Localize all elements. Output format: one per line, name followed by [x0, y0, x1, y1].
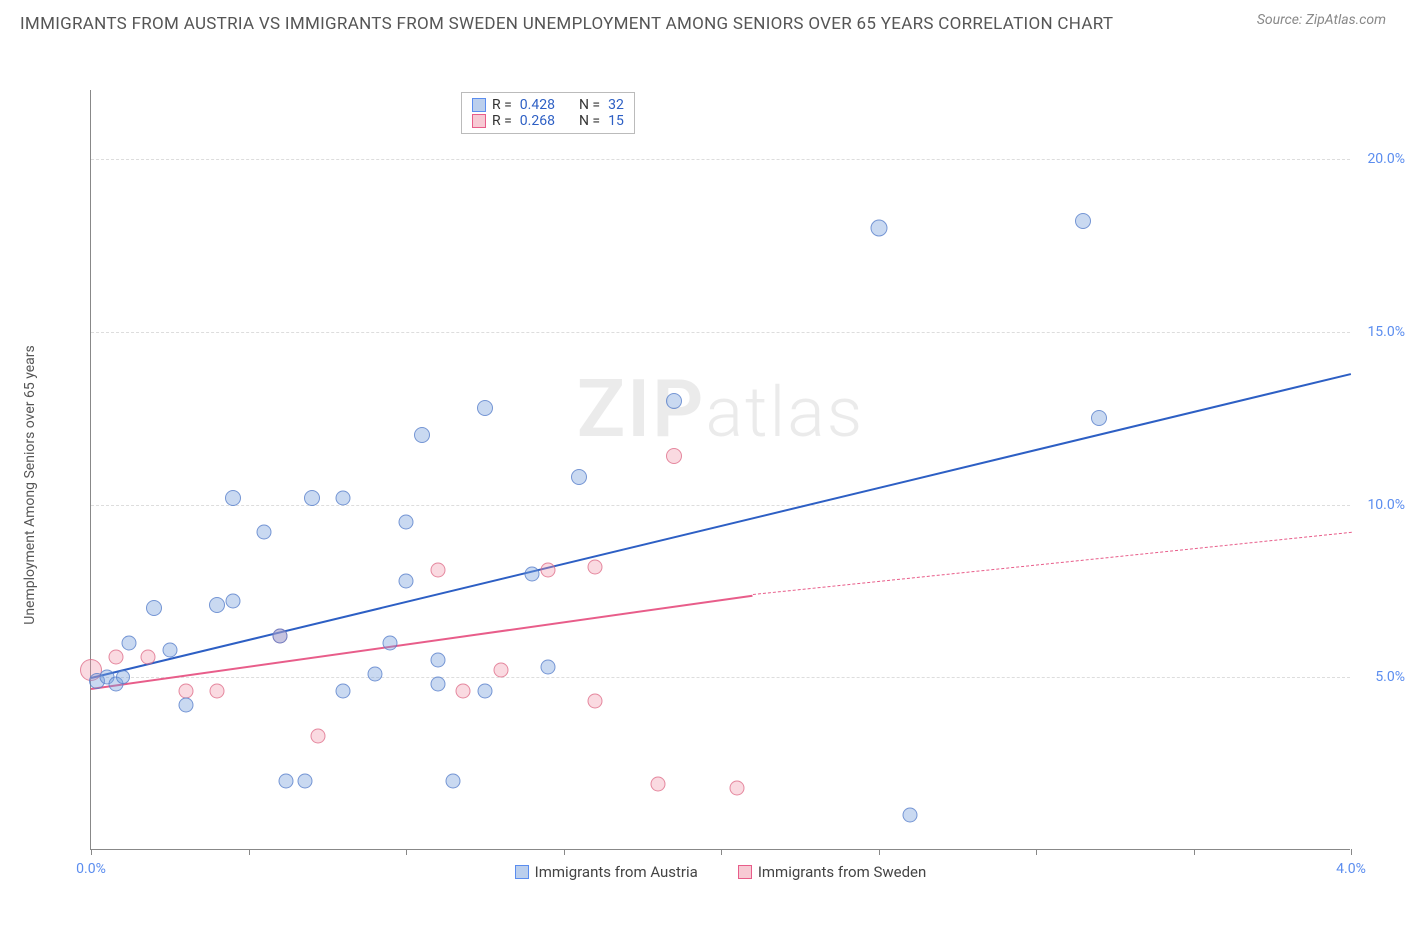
legend-swatch-blue — [515, 865, 529, 879]
scatter-point-blue — [383, 635, 398, 650]
r-label: R = — [492, 113, 512, 129]
scatter-point-blue — [540, 659, 555, 674]
legend-label: Immigrants from Austria — [535, 863, 698, 881]
scatter-point-pink — [540, 563, 555, 578]
scatter-point-pink — [430, 563, 445, 578]
source-attribution: Source: ZipAtlas.com — [1257, 12, 1386, 28]
scatter-point-blue — [162, 642, 177, 657]
gridline-h — [91, 159, 1350, 160]
scatter-point-blue — [298, 773, 313, 788]
y-tick-label: 20.0% — [1367, 151, 1405, 167]
stats-row-pink: R = 0.268 N = 15 — [472, 113, 624, 129]
scatter-point-blue — [477, 684, 492, 699]
y-axis-title: Unemployment Among Seniors over 65 years — [22, 345, 38, 625]
scatter-point-pink — [109, 649, 124, 664]
scatter-point-pink — [588, 559, 603, 574]
legend-label: Immigrants from Sweden — [758, 863, 926, 881]
scatter-point-blue — [446, 773, 461, 788]
scatter-point-blue — [870, 220, 887, 237]
chart-container: Unemployment Among Seniors over 65 years… — [60, 90, 1380, 880]
plot-area: ZIPatlas R =0.428N =32R =0.268N =15 Immi… — [90, 90, 1350, 850]
x-tick — [721, 849, 722, 855]
scatter-point-blue — [367, 666, 382, 681]
scatter-point-blue — [273, 628, 288, 643]
scatter-point-pink — [210, 684, 225, 699]
scatter-point-blue — [121, 635, 136, 650]
scatter-point-blue — [430, 677, 445, 692]
y-tick-label: 10.0% — [1367, 497, 1405, 513]
scatter-point-blue — [225, 490, 241, 506]
swatch-pink — [472, 114, 486, 128]
x-tick — [1194, 849, 1195, 855]
r-label: R = — [492, 97, 512, 113]
x-tick — [91, 849, 92, 855]
x-tick — [249, 849, 250, 855]
swatch-blue — [472, 98, 486, 112]
scatter-point-blue — [336, 684, 351, 699]
r-value: 0.428 — [520, 97, 555, 113]
scatter-point-blue — [414, 427, 430, 443]
scatter-point-blue — [178, 697, 193, 712]
n-label: N = — [579, 97, 600, 113]
n-label: N = — [579, 113, 600, 129]
scatter-point-blue — [430, 653, 445, 668]
scatter-point-blue — [399, 514, 414, 529]
scatter-point-pink — [651, 777, 666, 792]
scatter-point-blue — [336, 490, 351, 505]
gridline-h — [91, 332, 1350, 333]
scatter-point-blue — [903, 808, 918, 823]
x-tick — [406, 849, 407, 855]
scatter-point-blue — [666, 393, 682, 409]
stats-row-blue: R = 0.428 N = 32 — [472, 97, 624, 113]
scatter-point-pink — [666, 448, 682, 464]
scatter-point-pink — [729, 780, 744, 795]
scatter-point-blue — [225, 594, 240, 609]
scatter-point-blue — [304, 490, 320, 506]
chart-title: IMMIGRANTS FROM AUSTRIA VS IMMIGRANTS FR… — [20, 12, 1113, 38]
n-value: 32 — [608, 97, 624, 113]
legend-swatch-pink — [738, 865, 752, 879]
scatter-point-blue — [1091, 410, 1107, 426]
scatter-point-pink — [493, 663, 508, 678]
scatter-point-blue — [571, 469, 587, 485]
x-tick — [1351, 849, 1352, 855]
y-tick-label: 5.0% — [1375, 669, 1405, 685]
scatter-point-pink — [455, 684, 470, 699]
scatter-point-pink — [588, 694, 603, 709]
x-tick — [564, 849, 565, 855]
gridline-h — [91, 677, 1350, 678]
legend-item-blue: Immigrants from Austria — [515, 863, 698, 881]
scatter-point-blue — [477, 400, 493, 416]
r-value: 0.268 — [520, 113, 555, 129]
scatter-point-blue — [257, 525, 272, 540]
x-tick — [1036, 849, 1037, 855]
legend-item-pink: Immigrants from Sweden — [738, 863, 926, 881]
scatter-point-blue — [1075, 213, 1091, 229]
regression-line-pink-dashed — [752, 532, 1351, 595]
scatter-point-blue — [525, 566, 540, 581]
stats-legend-box: R = 0.428 N = 32 R = 0.268 N = 15 — [461, 92, 635, 134]
scatter-point-blue — [279, 773, 294, 788]
scatter-point-pink — [310, 729, 325, 744]
regression-line-pink — [91, 594, 753, 689]
gridline-h — [91, 505, 1350, 506]
series-legend: Immigrants from Austria Immigrants from S… — [91, 863, 1350, 881]
x-tick-label: 0.0% — [76, 861, 106, 877]
scatter-point-blue — [116, 670, 130, 684]
scatter-point-blue — [146, 600, 162, 616]
watermark: ZIPatlas — [577, 362, 865, 456]
scatter-point-pink — [178, 684, 193, 699]
y-tick-label: 15.0% — [1367, 324, 1405, 340]
scatter-point-pink — [140, 649, 155, 664]
x-tick — [879, 849, 880, 855]
n-value: 15 — [608, 113, 624, 129]
x-tick-label: 4.0% — [1336, 861, 1366, 877]
scatter-point-blue — [399, 573, 414, 588]
scatter-point-blue — [209, 597, 225, 613]
